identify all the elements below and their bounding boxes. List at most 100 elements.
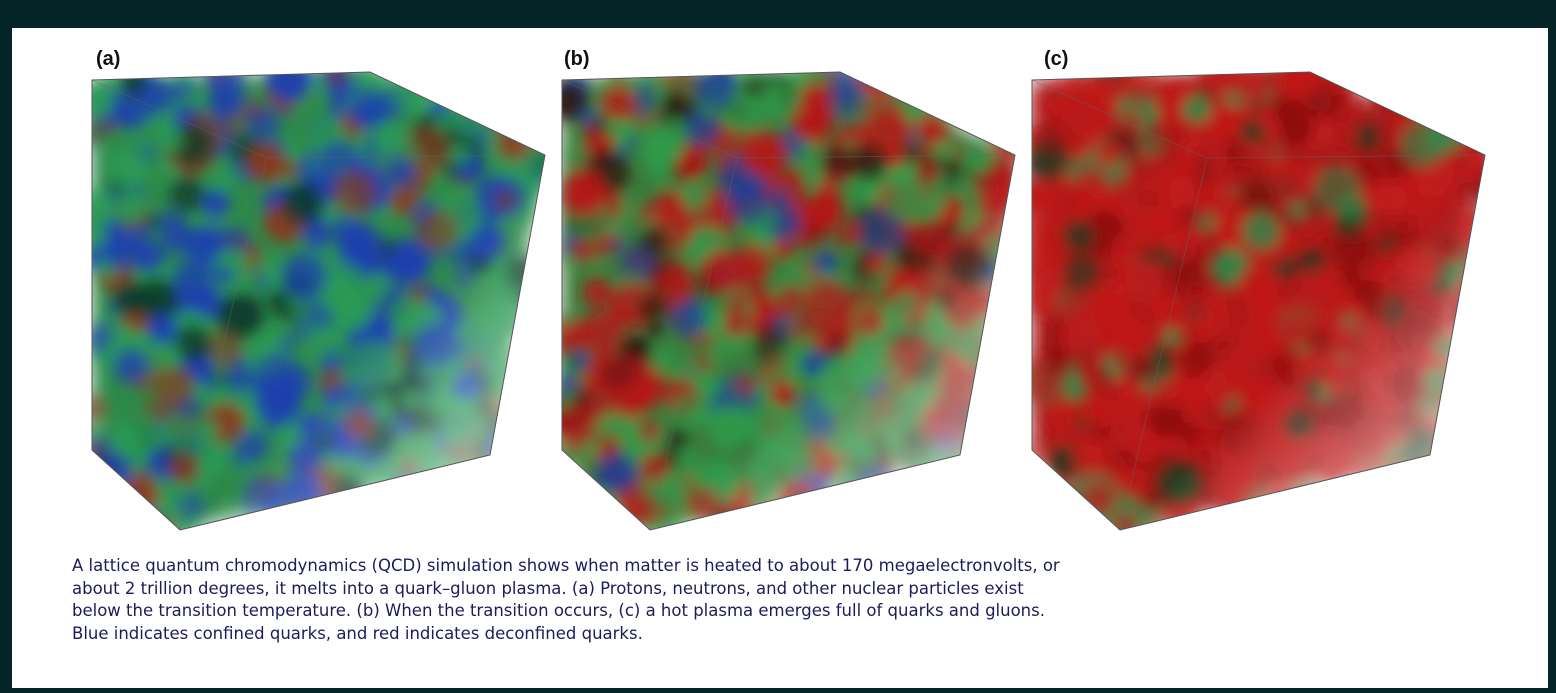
- blob: [1027, 503, 1052, 528]
- panel-label: (b): [564, 48, 590, 71]
- blob: [520, 465, 550, 495]
- blob: [1269, 495, 1297, 523]
- blob: [1268, 490, 1295, 517]
- blob: [1460, 276, 1489, 305]
- blob: [593, 515, 611, 533]
- blob: [974, 343, 1021, 390]
- blob: [490, 472, 528, 510]
- blob: [1317, 494, 1358, 535]
- blob: [994, 489, 1039, 534]
- blob: [235, 519, 257, 541]
- blob: [1389, 69, 1422, 102]
- blob: [391, 490, 420, 519]
- blob: [1069, 514, 1086, 531]
- blob: [479, 87, 504, 112]
- blob: [548, 482, 589, 523]
- blob: [981, 89, 1022, 130]
- blob: [855, 511, 886, 542]
- blob: [361, 505, 404, 548]
- blob: [952, 90, 986, 124]
- cube-volume: [541, 55, 1039, 548]
- blob: [556, 499, 586, 529]
- blob: [494, 433, 538, 477]
- caption-line: Blue indicates confined quarks, and red …: [72, 623, 1532, 646]
- blob: [414, 505, 457, 548]
- blob: [522, 511, 558, 547]
- blob: [418, 501, 446, 529]
- blob: [942, 498, 963, 519]
- blob: [943, 497, 976, 530]
- blob: [1435, 420, 1481, 466]
- blob: [1455, 472, 1487, 504]
- blob: [512, 418, 551, 457]
- blob: [1460, 98, 1483, 121]
- blob: [1476, 425, 1497, 446]
- blob: [907, 466, 924, 483]
- blob: [996, 509, 1031, 544]
- blob: [100, 476, 120, 496]
- blob: [987, 71, 1025, 109]
- blob: [1352, 486, 1390, 524]
- blob: [554, 508, 571, 525]
- blob: [489, 59, 534, 104]
- blob: [994, 325, 1027, 358]
- blob: [988, 357, 1018, 387]
- blob: [1439, 107, 1456, 124]
- blob: [526, 410, 560, 444]
- blob: [530, 92, 559, 121]
- blob: [1464, 445, 1481, 462]
- cube-fade: [92, 72, 545, 530]
- blob: [1328, 488, 1355, 515]
- blob: [1381, 490, 1401, 510]
- blob: [526, 481, 557, 512]
- blob: [486, 62, 527, 103]
- blob: [965, 69, 988, 92]
- blob: [519, 442, 557, 480]
- blob: [515, 94, 537, 116]
- cube-images: [12, 28, 1548, 548]
- blob: [1439, 62, 1472, 95]
- caption-line: A lattice quantum chromodynamics (QCD) s…: [72, 555, 1532, 578]
- blob: [474, 64, 514, 104]
- blob: [535, 349, 553, 367]
- blob: [1001, 283, 1018, 300]
- blob: [141, 508, 158, 525]
- blob: [515, 423, 538, 446]
- blob: [442, 67, 462, 87]
- blob: [510, 63, 555, 108]
- blob: [472, 460, 516, 504]
- blob: [1286, 493, 1334, 541]
- panel-label: (c): [1044, 48, 1068, 71]
- blob: [1473, 229, 1495, 251]
- blob: [868, 486, 909, 527]
- blob: [1472, 317, 1499, 344]
- blob: [1466, 333, 1499, 366]
- blob: [976, 401, 1000, 425]
- blob: [457, 80, 480, 103]
- blob: [408, 56, 441, 89]
- blob: [915, 473, 939, 497]
- blob: [466, 475, 501, 510]
- blob: [1035, 496, 1082, 543]
- blob: [995, 375, 1019, 399]
- blob: [939, 463, 974, 498]
- blob: [1417, 479, 1460, 522]
- blob: [1075, 515, 1108, 548]
- blob: [1402, 473, 1434, 505]
- blob: [83, 480, 107, 504]
- blob: [1035, 492, 1061, 518]
- blob: [1398, 477, 1417, 496]
- blob: [475, 500, 500, 525]
- blob: [526, 312, 559, 345]
- blob: [1396, 69, 1426, 99]
- blob: [517, 89, 535, 107]
- blob: [718, 517, 742, 541]
- blob: [520, 106, 556, 142]
- blob: [583, 509, 606, 532]
- blob: [356, 496, 378, 518]
- blob: [924, 503, 950, 529]
- blob: [977, 89, 1018, 130]
- blob: [1239, 508, 1270, 539]
- blob: [972, 495, 1003, 526]
- blob: [1252, 519, 1271, 538]
